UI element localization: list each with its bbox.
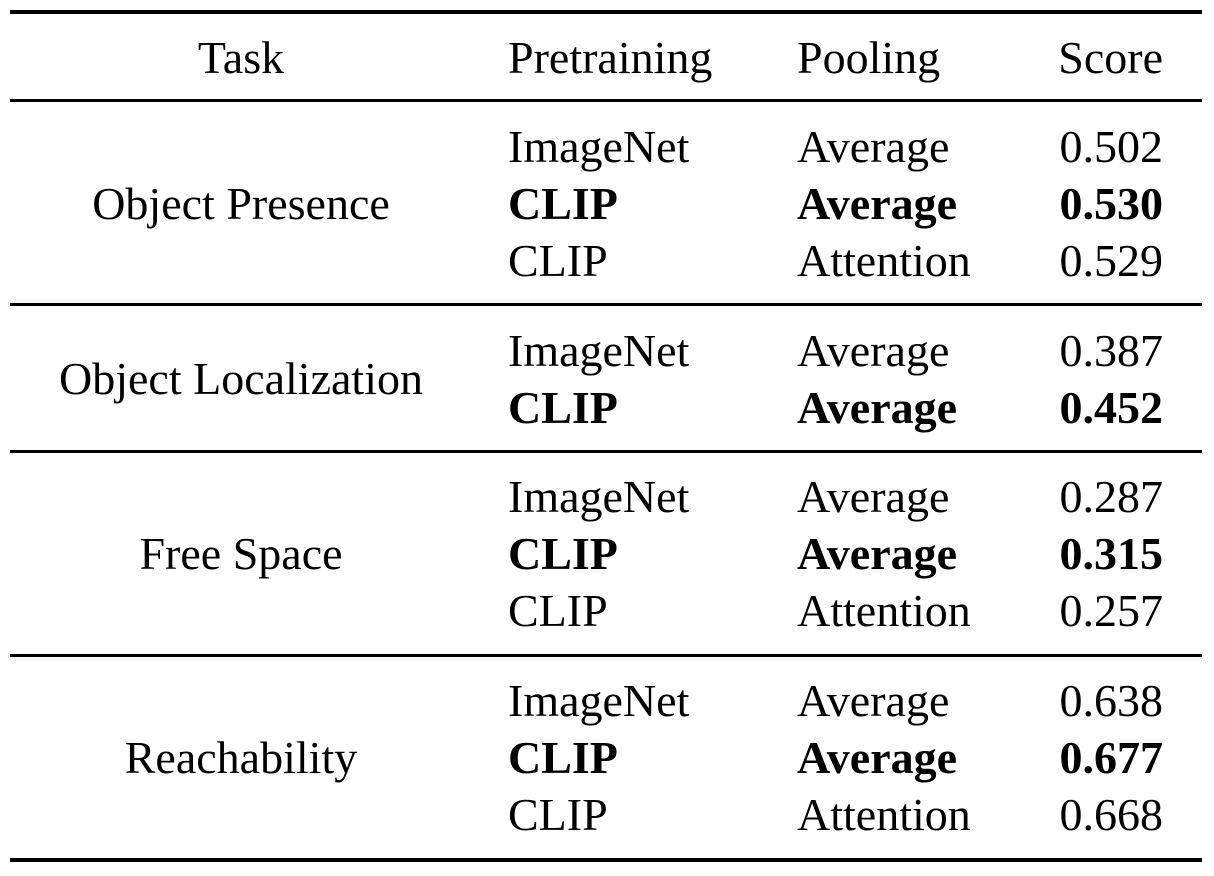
header-task: Task <box>197 32 285 83</box>
group-rule <box>10 450 1202 453</box>
task-label: Reachability <box>124 732 358 783</box>
pooling-cell-best: Average <box>797 178 958 229</box>
task-label: Object Localization <box>58 353 423 404</box>
pooling-cell: Attention <box>797 789 971 840</box>
score-cell-best: 0.677 <box>1059 732 1164 783</box>
pretraining-cell: ImageNet <box>508 121 690 172</box>
pooling-cell: Average <box>797 471 950 522</box>
pretraining-cell-best: CLIP <box>508 732 618 783</box>
header-pretraining: Pretraining <box>508 32 713 83</box>
pooling-cell: Average <box>797 121 950 172</box>
pretraining-cell-best: CLIP <box>508 178 618 229</box>
task-label: Free Space <box>139 528 343 579</box>
table-bottom-rule <box>10 858 1202 862</box>
pooling-cell: Attention <box>797 585 971 636</box>
pooling-cell: Average <box>797 675 950 726</box>
score-cell-best: 0.315 <box>1059 528 1164 579</box>
group-rule <box>10 654 1202 657</box>
score-cell: 0.257 <box>1059 585 1164 636</box>
pooling-cell: Attention <box>797 235 971 286</box>
pooling-cell-best: Average <box>797 382 958 433</box>
pretraining-cell: ImageNet <box>508 325 690 376</box>
score-cell: 0.287 <box>1059 471 1164 522</box>
pooling-cell-best: Average <box>797 732 958 783</box>
pretraining-cell: CLIP <box>508 235 608 286</box>
score-cell-best: 0.452 <box>1059 382 1164 433</box>
header-score: Score <box>1058 32 1163 83</box>
table-top-rule <box>10 10 1202 14</box>
group-rule <box>10 303 1202 306</box>
task-label: Object Presence <box>92 178 390 229</box>
pretraining-cell: CLIP <box>508 585 608 636</box>
pretraining-cell: ImageNet <box>508 471 690 522</box>
pretraining-cell: ImageNet <box>508 675 690 726</box>
pooling-cell-best: Average <box>797 528 958 579</box>
score-cell: 0.529 <box>1059 235 1164 286</box>
pooling-cell: Average <box>797 325 950 376</box>
pretraining-cell-best: CLIP <box>508 382 618 433</box>
score-cell-best: 0.530 <box>1059 178 1164 229</box>
score-cell: 0.387 <box>1059 325 1164 376</box>
score-cell: 0.502 <box>1059 121 1164 172</box>
header-pooling: Pooling <box>797 32 941 83</box>
pretraining-cell-best: CLIP <box>508 528 618 579</box>
score-cell: 0.668 <box>1059 789 1164 840</box>
header-rule <box>10 99 1202 102</box>
score-cell: 0.638 <box>1059 675 1164 726</box>
pretraining-cell: CLIP <box>508 789 608 840</box>
